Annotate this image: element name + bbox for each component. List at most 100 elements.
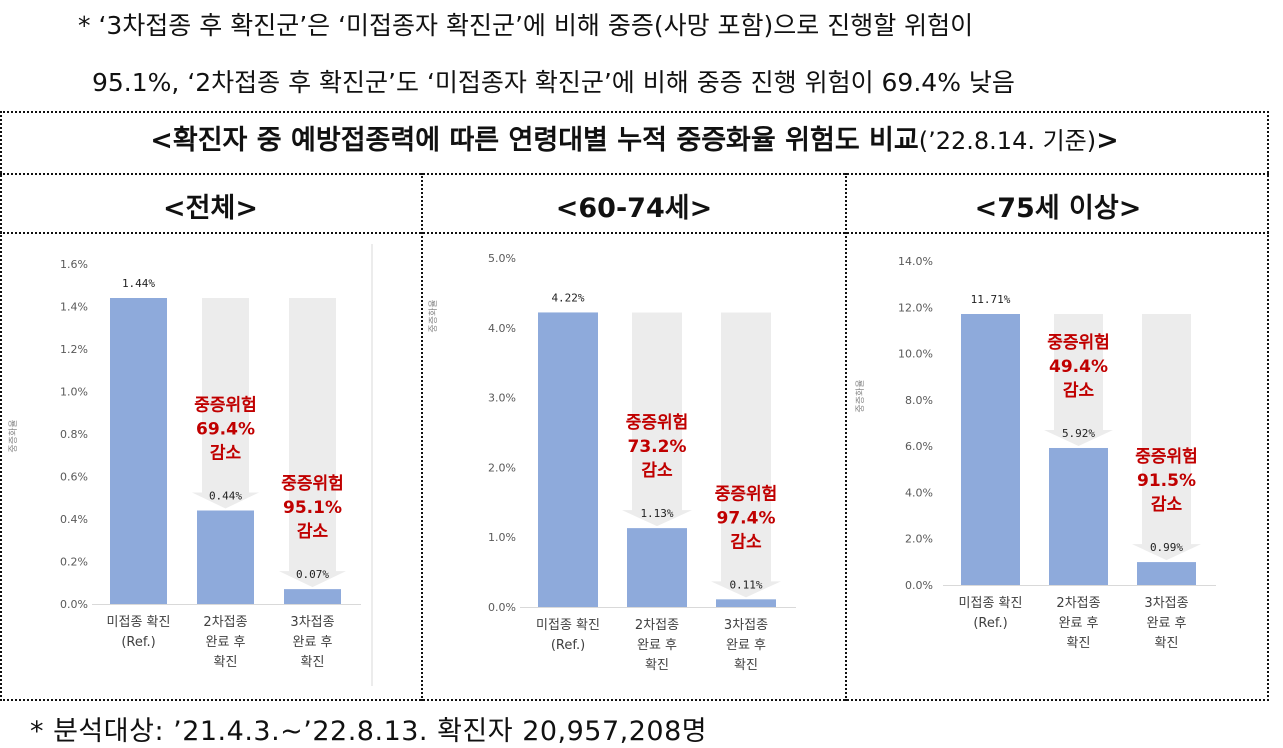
category-label: 완료 후 [1058, 616, 1098, 631]
y-tick-label: 1.6% [60, 258, 88, 271]
y-tick-label: 14.0% [898, 255, 933, 268]
category-label: 3차접종 [290, 615, 334, 630]
reduction-annotation: 감소 [210, 444, 242, 464]
reduction-arrow [192, 298, 259, 509]
y-tick-label: 1.4% [60, 301, 88, 314]
data-label: 0.99% [1150, 541, 1183, 554]
chart-75-plus: 0.0% 2.0% 4.0% 6.0% 8.0% 10.0% 12.0% 14.0% 중증화율 1… [848, 236, 1266, 698]
figure-title: <확진자 중 예방접종력에 따른 연령대별 누적 중증화율 위험도 비교(’22… [0, 118, 1269, 157]
y-tick-label: 2.0% [488, 461, 516, 474]
reduction-annotation: 중증위험 [1135, 446, 1198, 467]
panel-divider-1 [421, 173, 423, 701]
category-label: 완료 후 [292, 635, 332, 650]
category-label: 2차접종 [203, 615, 247, 630]
bar [1137, 562, 1196, 585]
category-label: 확진 [214, 655, 238, 670]
bar [197, 510, 254, 604]
reduction-annotation: 감소 [1151, 495, 1183, 515]
panel-title-all: <전체> [163, 193, 258, 224]
data-label: 0.11% [729, 578, 762, 591]
y-tick-label: 6.0% [905, 440, 933, 453]
category-label: 확진 [734, 658, 758, 673]
reduction-arrow [711, 312, 781, 598]
category-label: 완료 후 [637, 638, 677, 653]
bar [961, 313, 1020, 585]
y-tick-label: 0.0% [488, 601, 516, 614]
figure-title-date: (’22.8.14. 기준) [918, 127, 1097, 155]
y-tick-label: 4.0% [905, 486, 933, 499]
data-label: 0.44% [209, 490, 242, 503]
reduction-arrow [622, 312, 692, 527]
category-label: 완료 후 [1146, 616, 1186, 631]
category-label: 3차접종 [1144, 596, 1188, 611]
y-tick-label: 5.0% [488, 252, 516, 265]
y-tick-label: 1.0% [60, 386, 88, 399]
category-label: 완료 후 [205, 635, 245, 650]
data-label: 1.44% [122, 277, 155, 290]
y-tick-label: 0.0% [905, 579, 933, 592]
category-label: 완료 후 [726, 638, 766, 653]
figure-title-end: > [1096, 125, 1119, 156]
data-label: 5.92% [1062, 427, 1095, 440]
bar [716, 599, 776, 607]
top-note-line-1: * ‘3차접종 후 확진군’은 ‘미접종자 확진군’에 비해 중증(사망 포함)… [78, 11, 974, 40]
category-label: 확진 [1067, 636, 1091, 651]
category-label: 미접종 확진 [536, 618, 600, 633]
y-axis-label: 중증화율 [855, 379, 866, 412]
y-tick-label: 0.4% [60, 513, 88, 526]
category-label: 3차접종 [724, 618, 768, 633]
reduction-arrow [1132, 313, 1201, 561]
data-label: 11.71% [971, 293, 1011, 306]
category-label: (Ref.) [973, 616, 1007, 631]
chart-all-svg: 0.0% 0.2% 0.4% 0.6% 0.8% 1.0% 1.2% 1.4% 1.6% 중증화율… [8, 244, 373, 686]
category-label: 미접종 확진 [959, 596, 1023, 611]
category-label: (Ref.) [121, 635, 155, 650]
figure-frame [0, 111, 1269, 701]
bar [284, 589, 341, 604]
chart-all: 0.0% 0.2% 0.4% 0.6% 0.8% 1.0% 1.2% 1.4% 1.6% 중증화율… [0, 236, 420, 698]
top-note-line-2: 95.1%, ‘2차접종 후 확진군’도 ‘미접종자 확진군’에 비해 중증 진… [92, 68, 1015, 97]
y-tick-label: 4.0% [488, 322, 516, 335]
category-label: 확진 [1155, 636, 1179, 651]
bottom-note: * 분석대상: ’21.4.3.∼’22.8.13. 확진자 20,957,20… [30, 716, 708, 747]
panel-divider-2 [845, 173, 847, 701]
y-tick-label: 0.6% [60, 471, 88, 484]
reduction-annotation: 97.4% [717, 508, 776, 528]
reduction-annotation: 49.4% [1049, 357, 1108, 377]
divider-under-panel-titles [0, 232, 1269, 234]
reduction-annotation: 73.2% [628, 437, 687, 457]
bar [110, 298, 167, 604]
reduction-annotation: 95.1% [283, 498, 342, 518]
bar [627, 528, 687, 607]
category-label: (Ref.) [551, 638, 585, 653]
reduction-annotation: 감소 [1063, 381, 1095, 401]
y-tick-label: 1.2% [60, 343, 88, 356]
y-tick-label: 2.0% [905, 533, 933, 546]
reduction-arrow [1044, 313, 1113, 446]
category-label: 2차접종 [1056, 596, 1100, 611]
chart-60-74-svg: 0.0% 1.0% 2.0% 3.0% 4.0% 5.0% 중증화율 4.22% 미접종 확진 (… [428, 252, 796, 673]
y-tick-label: 0.2% [60, 556, 88, 569]
y-tick-label: 12.0% [898, 301, 933, 314]
category-label: 확진 [301, 655, 325, 670]
y-tick-label: 0.0% [60, 598, 88, 611]
figure-title-text: <확진자 중 예방접종력에 따른 연령대별 누적 중증화율 위험도 비교 [150, 125, 919, 156]
chart-60-74: 0.0% 1.0% 2.0% 3.0% 4.0% 5.0% 중증화율 4.22% 미접종 확진 (… [424, 236, 844, 698]
reduction-annotation: 91.5% [1137, 471, 1196, 491]
y-tick-label: 10.0% [898, 348, 933, 361]
y-tick-label: 3.0% [488, 392, 516, 405]
data-label: 1.13% [640, 507, 673, 520]
reduction-annotation: 중증위험 [626, 412, 689, 433]
bar [538, 312, 598, 607]
reduction-annotation: 69.4% [196, 420, 255, 440]
divider-under-title [0, 173, 1269, 175]
reduction-annotation: 중증위험 [715, 483, 778, 504]
reduction-annotation: 중증위험 [1047, 332, 1110, 353]
data-label: 4.22% [551, 291, 584, 304]
reduction-annotation: 중증위험 [281, 473, 344, 494]
y-axis-label: 중증화율 [8, 419, 19, 452]
y-axis-label: 중증화율 [428, 299, 439, 332]
reduction-annotation: 감소 [730, 532, 762, 552]
category-label: 2차접종 [635, 618, 679, 633]
y-tick-label: 8.0% [905, 394, 933, 407]
